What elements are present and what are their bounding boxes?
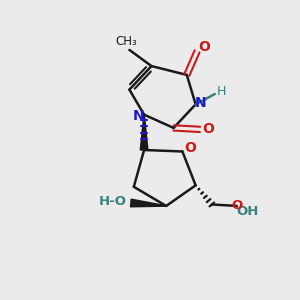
Text: O: O [184,141,196,155]
Text: N: N [133,109,145,123]
Text: H-O: H-O [99,195,127,208]
Text: OH: OH [237,205,259,218]
Polygon shape [140,115,148,150]
Text: N: N [195,96,207,110]
Text: O: O [199,40,210,54]
Text: O: O [202,122,214,136]
Polygon shape [130,199,166,207]
Text: CH₃: CH₃ [115,35,137,48]
Text: H: H [217,85,226,98]
Text: O: O [232,199,243,212]
